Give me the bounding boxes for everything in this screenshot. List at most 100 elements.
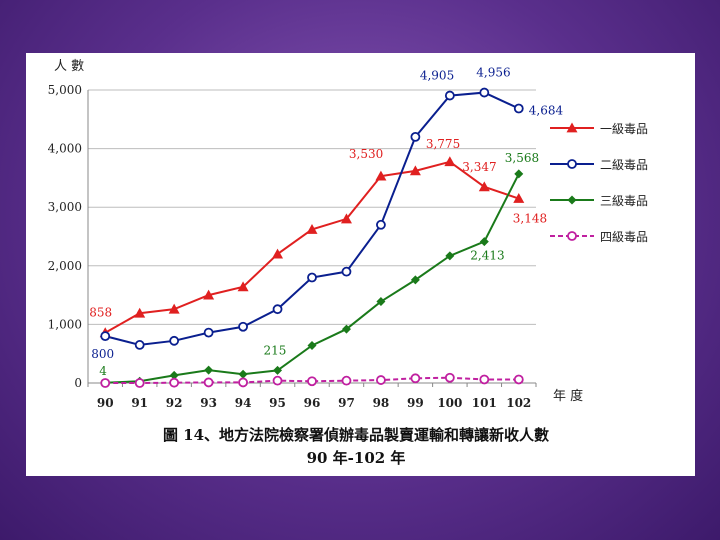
gridlines	[88, 89, 536, 325]
x-tick-label: 91	[131, 396, 148, 410]
diamond-marker	[514, 169, 524, 179]
legend-entry: 一級毒品	[600, 122, 648, 136]
circle-marker	[238, 377, 248, 388]
triangle-marker	[566, 122, 578, 133]
x-tick-label: 99	[407, 396, 424, 410]
triangle-marker	[409, 165, 421, 176]
circle-marker	[567, 159, 577, 169]
x-tick-label: 102	[506, 396, 531, 410]
diamond-marker	[341, 324, 351, 334]
diamond-marker	[410, 275, 420, 285]
y-tick-label: 0	[74, 376, 82, 390]
chart-panel: 0 1,000 2,000 3,000 4,000 5,000 90 91 92 93 94 95 9…	[26, 53, 695, 476]
circle-marker	[341, 266, 352, 277]
series-line	[104, 91, 520, 346]
data-label: 215	[264, 343, 287, 357]
x-tick-label: 97	[338, 396, 355, 410]
circle-marker	[479, 374, 490, 385]
x-tick-labels: 90 91 92 93 94 95 96 97 98 99 100 101 102	[97, 396, 531, 410]
series-line	[104, 160, 520, 334]
circle-marker	[479, 87, 490, 98]
x-tick-label: 101	[472, 396, 497, 410]
x-tick-label: 90	[97, 396, 114, 410]
circle-marker	[100, 331, 111, 342]
triangle-marker	[306, 223, 318, 234]
circle-marker	[203, 327, 214, 338]
x-tick-label: 96	[304, 396, 321, 410]
diamond-marker	[376, 297, 386, 307]
triangle-marker	[168, 303, 180, 314]
circle-marker	[376, 375, 386, 385]
circle-marker	[307, 272, 317, 283]
chart-caption-line1: 圖 14、地方法院檢察署偵辦毒品製賣運輸和轉讓新收人數	[163, 426, 549, 444]
triangle-marker	[134, 307, 146, 318]
circle-marker	[513, 103, 524, 114]
circle-marker	[567, 231, 577, 241]
data-label: 4,684	[529, 104, 564, 118]
data-label: 3,148	[513, 212, 547, 226]
y-tick-label: 1,000	[48, 317, 82, 331]
diamond-marker	[479, 237, 489, 247]
x-tick-label: 93	[200, 396, 217, 410]
y-tick-label: 2,000	[48, 259, 82, 273]
diamond-marker	[567, 195, 577, 205]
circle-marker	[341, 375, 352, 386]
diamond-marker	[238, 369, 248, 379]
diamond-marker	[307, 340, 317, 350]
x-tick-label: 98	[373, 396, 390, 410]
circle-marker	[272, 375, 283, 386]
data-label: 858	[89, 306, 112, 320]
x-tick-label: 94	[235, 396, 252, 410]
x-tick-label: 95	[269, 396, 286, 410]
x-tick-label: 100	[437, 396, 462, 410]
data-label: 4,956	[476, 66, 510, 80]
circle-marker	[513, 374, 524, 385]
circle-marker	[410, 131, 421, 142]
data-label: 4	[99, 364, 107, 378]
circle-marker	[238, 321, 248, 332]
y-tick-label: 4,000	[48, 142, 82, 156]
y-tick-labels: 0 1,000 2,000 3,000 4,000 5,000	[48, 83, 82, 390]
data-label: 4,905	[420, 69, 454, 83]
diamond-marker	[445, 251, 455, 261]
data-label: 3,568	[505, 151, 539, 165]
diamond-marker	[273, 365, 283, 375]
circle-marker	[410, 373, 421, 384]
legend-entry: 四級毒品	[600, 230, 648, 244]
data-label: 3,775	[426, 137, 460, 151]
circle-marker	[444, 372, 455, 383]
legend-entry: 二級毒品	[600, 158, 648, 172]
data-label: 2,413	[470, 249, 504, 263]
circle-marker	[444, 90, 455, 101]
diamond-marker	[169, 370, 179, 380]
circle-marker	[307, 376, 317, 387]
circle-marker	[169, 377, 180, 388]
x-tick-label: 92	[166, 396, 183, 410]
data-label: 3,347	[462, 160, 496, 174]
triangle-marker	[444, 156, 456, 167]
circle-marker	[100, 378, 111, 388]
circle-marker	[272, 304, 283, 315]
y-axis-label: 人 數	[54, 59, 84, 74]
y-tick-label: 3,000	[48, 200, 82, 214]
circle-marker	[134, 378, 145, 388]
triangle-marker	[478, 181, 490, 192]
series-markers	[99, 87, 525, 388]
triangle-marker	[513, 193, 525, 203]
circle-marker	[134, 340, 145, 350]
circle-marker	[169, 335, 180, 346]
diamond-marker	[204, 365, 214, 375]
x-axis-label: 年 度	[553, 388, 583, 404]
triangle-marker	[375, 170, 387, 181]
triangle-marker	[272, 248, 284, 259]
triangle-marker	[340, 213, 352, 224]
data-label: 3,530	[349, 147, 383, 161]
triangle-marker	[203, 289, 215, 300]
triangle-marker	[237, 281, 249, 292]
y-tick-label: 5,000	[48, 83, 82, 97]
legend-entry: 三級毒品	[600, 194, 648, 208]
circle-marker	[376, 219, 386, 230]
